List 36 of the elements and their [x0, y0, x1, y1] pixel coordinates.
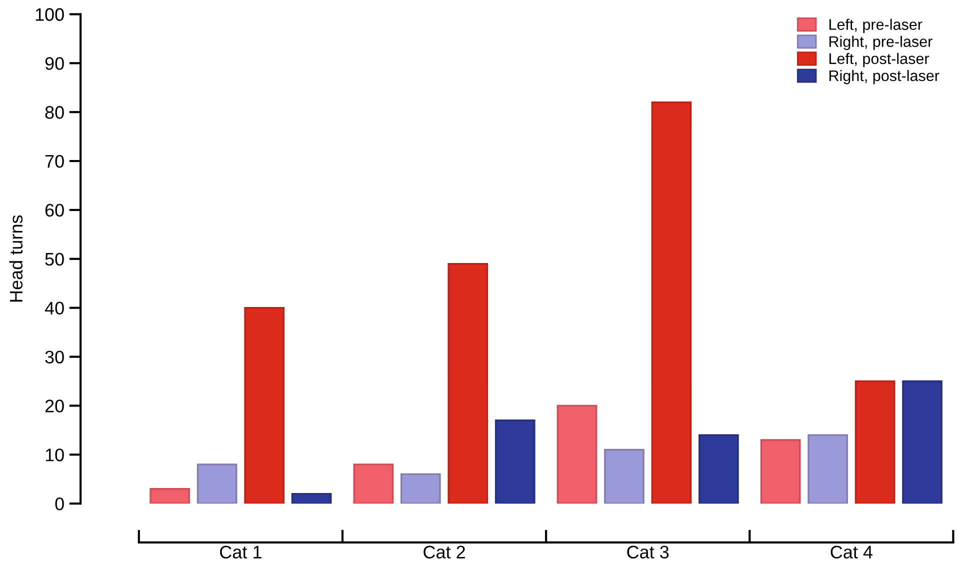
legend-label: Left, post-laser [829, 52, 930, 68]
y-tick-label: 50 [45, 252, 64, 266]
bar [494, 420, 536, 504]
bar [902, 380, 942, 504]
legend-label: Right, post-laser [829, 70, 940, 84]
bar [448, 262, 488, 504]
x-tick-label: Cat 4 [830, 546, 872, 558]
y-tick-label: 40 [44, 302, 64, 315]
y-tick-label: 100 [36, 8, 64, 21]
bar [244, 306, 284, 504]
bar [854, 380, 896, 504]
y-tick-label: 70 [45, 154, 64, 168]
x-tick-label: Cat 2 [424, 546, 465, 558]
y-tick-label: 90 [45, 57, 64, 70]
bar [604, 448, 644, 504]
bar [760, 439, 801, 504]
y-tick-label: 10 [46, 448, 64, 462]
y-tick-label: 30 [45, 350, 64, 364]
bar [196, 464, 238, 504]
bar [556, 404, 598, 504]
bar [353, 464, 394, 504]
x-tick-label: Cat 1 [220, 546, 262, 558]
y-tick-label: 80 [45, 106, 64, 119]
x-tick-label: Cat 3 [627, 546, 669, 558]
legend-label: Right, pre-laser [829, 36, 932, 50]
y-axis-title: Head turns [9, 215, 23, 302]
bar [291, 492, 332, 504]
bar [150, 488, 190, 504]
bar [808, 434, 848, 504]
y-tick-label: 60 [45, 204, 64, 217]
y-tick-label: 0 [55, 498, 64, 510]
bar [400, 473, 441, 504]
bar [651, 101, 692, 504]
bar [698, 434, 739, 504]
legend-label: Left, pre-laser [829, 18, 922, 33]
y-tick-label: 20 [45, 400, 64, 412]
